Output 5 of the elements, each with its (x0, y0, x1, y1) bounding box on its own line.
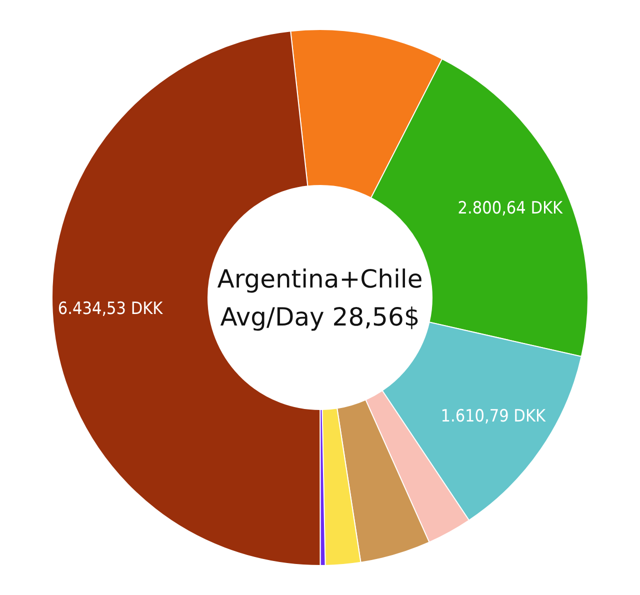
data-label: 6.434,53 DKK (58, 299, 164, 320)
text: Argentina+Chile (217, 264, 423, 294)
text: Avg/Day 28,56$ (220, 302, 420, 332)
data-label: 1.610,79 DKK (440, 406, 546, 426)
data-label: 2.800,64 DKK (458, 198, 564, 218)
